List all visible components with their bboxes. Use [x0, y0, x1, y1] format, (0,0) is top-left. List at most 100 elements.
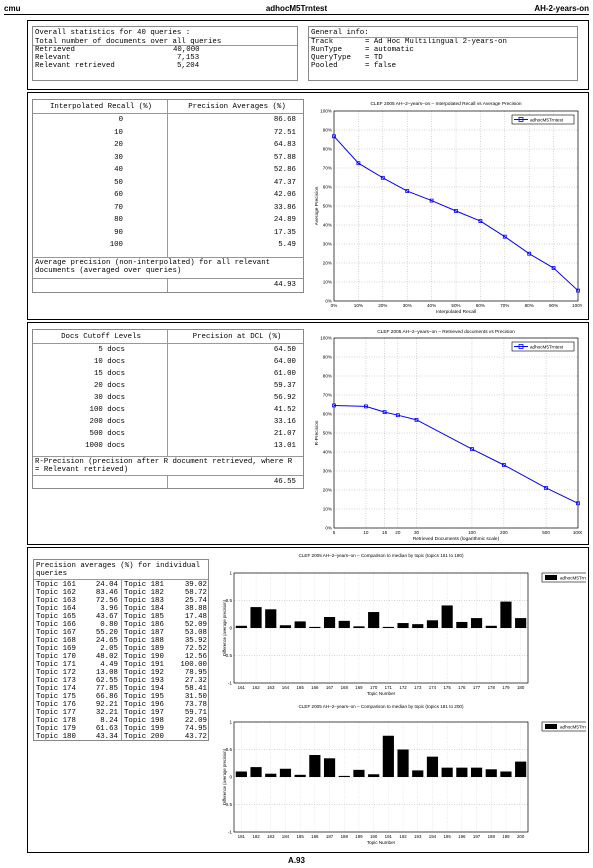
data-point	[551, 266, 556, 270]
x-tick-label: 169	[355, 685, 363, 690]
y-tick-label: 10%	[323, 280, 332, 285]
recall-note: Average precision (non-interpolated) for…	[35, 259, 271, 275]
header-left: cmu	[4, 4, 21, 13]
y-tick-label: 100%	[320, 336, 332, 341]
legend-label: adhocM5Trntest	[530, 345, 564, 350]
data-point	[395, 413, 400, 418]
y-tick-label: -0.5	[224, 653, 232, 658]
y-tick-label: 30%	[323, 242, 332, 247]
overall-section: Overall statistics for 40 queries : Tota…	[27, 20, 589, 90]
median-comparison-chart-181-200: CLEF 2005 AH–2–years–on – Comparison to …	[222, 704, 586, 845]
divider	[33, 113, 303, 114]
topic-value-cell: 78.95	[184, 669, 207, 677]
y-tick-label: 1	[229, 571, 232, 576]
dcl-precision-cell: 33.16	[273, 418, 296, 426]
topics-section: Precision averages (%) for individual qu…	[27, 547, 589, 853]
legend-label: adhocM5Trntest	[560, 725, 586, 730]
legend-marker	[518, 117, 524, 122]
x-tick-label: 200	[517, 834, 525, 839]
y-tick-label: 10%	[323, 507, 332, 512]
bar	[309, 626, 321, 628]
bar	[353, 769, 365, 777]
bar	[368, 774, 380, 777]
bar	[500, 601, 512, 628]
x-tick-label: 196	[458, 834, 466, 839]
divider	[33, 278, 303, 279]
overall-row-label: Total number of documents over all queri…	[35, 38, 222, 46]
x-tick-label: 174	[429, 685, 437, 690]
bar	[382, 735, 394, 777]
plot-area	[233, 572, 529, 684]
topic-name-cell: Topic 186	[124, 621, 164, 629]
topic-value-cell: 12.56	[184, 653, 207, 661]
y-tick-label: 50%	[323, 204, 332, 209]
y-tick-label: -1	[228, 830, 233, 835]
topic-value-cell: 2.05	[100, 645, 118, 653]
retrieved-precision-chart: CLEF 2005 AH–2–years–on – Retrieved docu…	[314, 329, 582, 542]
overall-row-label: Retrieved	[35, 46, 75, 54]
topic-value-cell: 52.09	[184, 621, 207, 629]
topic-value-cell: 4.49	[100, 661, 118, 669]
bar	[368, 612, 380, 628]
topic-value-cell: 17.48	[184, 613, 207, 621]
x-tick-label: 179	[502, 685, 510, 690]
data-point	[527, 251, 532, 256]
topic-value-cell: 39.02	[184, 581, 207, 589]
chart-title: CLEF 2005 AH–2–years–on – Comparison to …	[299, 704, 464, 709]
header-center: adhocM5Trntest	[265, 4, 328, 13]
topic-name-cell: Topic 161	[36, 581, 76, 589]
bar	[426, 620, 439, 628]
x-tick-label: 173	[414, 685, 422, 690]
bar	[250, 607, 262, 628]
y-tick-label: 40%	[323, 450, 332, 455]
topic-value-cell: 27.32	[184, 677, 207, 685]
topic-name-cell: Topic 183	[124, 597, 164, 605]
legend-label: adhocM5Trntest	[560, 576, 586, 581]
x-tick-label: 182	[252, 834, 260, 839]
x-tick-label: 30	[414, 530, 420, 535]
bar	[250, 767, 262, 777]
data-point	[544, 486, 548, 490]
topic-name-cell: Topic 197	[124, 709, 164, 717]
divider	[121, 579, 122, 740]
legend-marker	[518, 344, 524, 349]
general-row-value: = automatic	[365, 46, 414, 54]
bar	[265, 773, 277, 777]
y-tick-label: 90%	[323, 355, 332, 360]
x-tick-label: 190	[370, 834, 378, 839]
general-row-value: = TD	[365, 54, 383, 62]
x-tick-label: 183	[267, 834, 275, 839]
topic-value-cell: 8.24	[100, 717, 118, 725]
topic-name-cell: Topic 175	[36, 693, 76, 701]
y-tick-label: 70%	[323, 393, 332, 398]
dcl-col2-header: Precision at DCL (%)	[192, 333, 282, 341]
topic-value-cell: 66.86	[95, 693, 118, 701]
dcl-level-cell: 100 docs	[89, 406, 125, 414]
topic-value-cell: 43.72	[184, 733, 207, 741]
general-row-label: QueryType	[311, 54, 351, 62]
topic-name-cell: Topic 192	[124, 669, 164, 677]
x-tick-label: 165	[296, 685, 304, 690]
divider	[309, 37, 577, 38]
recall-level-cell: 60	[114, 191, 123, 199]
recall-precision-cell: 5.49	[278, 241, 296, 249]
topic-name-cell: Topic 177	[36, 709, 76, 717]
page-number: A.93	[288, 856, 305, 865]
series-line	[333, 404, 579, 504]
dcl-level-cell: 10 docs	[93, 358, 125, 366]
overall-stats-box: Overall statistics for 40 queries : Tota…	[32, 26, 298, 81]
x-tick-label: 200	[500, 530, 508, 535]
topic-value-cell: 83.46	[95, 589, 118, 597]
x-tick-label: 161	[238, 685, 246, 690]
legend-box	[541, 572, 586, 583]
dcl-precision-cell: 41.52	[273, 406, 296, 414]
divider	[167, 100, 168, 257]
divider	[167, 330, 168, 456]
recall-level-cell: 40	[114, 166, 123, 174]
bar	[485, 769, 497, 777]
data-point	[478, 219, 483, 223]
topic-name-cell: Topic 179	[36, 725, 76, 733]
x-tick-label: 184	[282, 834, 290, 839]
bar	[397, 623, 409, 628]
x-tick-label: 187	[326, 834, 334, 839]
